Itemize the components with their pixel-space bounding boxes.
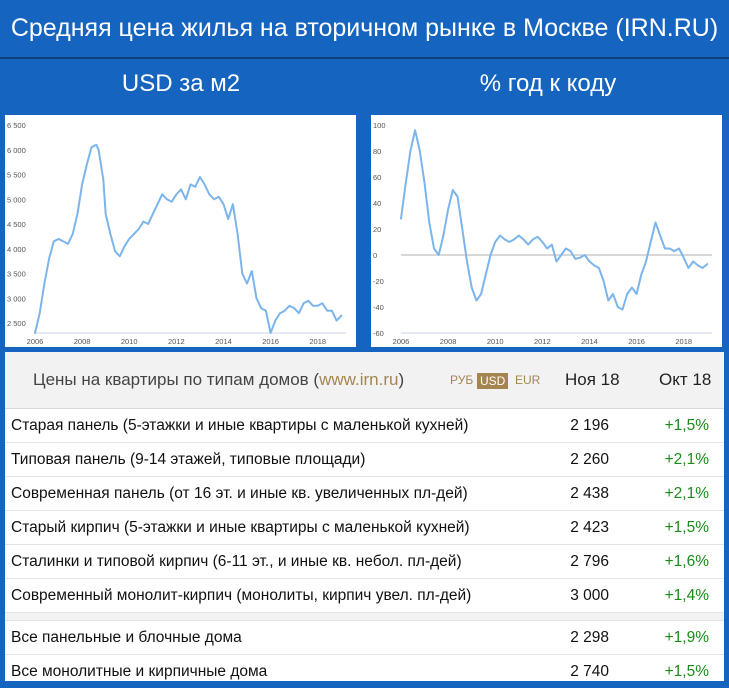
row-change: +1,5%: [664, 417, 709, 434]
x-tick-label: 2012: [168, 337, 185, 346]
yoy-chart-panel: -60 -40 -20 0 20 40 60 80 100 2006 2008 2010 2012 201…: [371, 115, 722, 347]
y-tick-label: 40: [373, 199, 381, 208]
y-tick-label: 5 500: [7, 171, 26, 180]
site-link[interactable]: www.irn.ru: [319, 370, 399, 389]
row-name: Типовая панель (9-14 этажей, типовые пло…: [11, 451, 366, 468]
row-value: 2 298: [570, 629, 609, 646]
row-value: 2 796: [570, 553, 609, 570]
row-name: Все панельные и блочные дома: [11, 629, 242, 646]
series-line: [400, 129, 709, 311]
x-tick-label: 2006: [27, 337, 44, 346]
row-change: +1,9%: [664, 629, 709, 646]
row-name: Современный монолит-кирпич (монолиты, ки…: [11, 587, 472, 604]
y-tick-label: 100: [373, 121, 386, 130]
row-value: 2 196: [570, 417, 609, 434]
row-name: Сталинки и типовой кирпич (6-11 эт., и и…: [11, 553, 462, 570]
table-title-suffix: ): [398, 370, 405, 389]
row-change: +1,4%: [664, 587, 709, 604]
table-title: Цены на квартиры по типам домов (www.irn…: [33, 352, 404, 408]
table-row: Современная панель (от 16 эт. и иные кв.…: [5, 477, 724, 511]
yoy-chart: -60 -40 -20 0 20 40 60 80 100 2006 2008 2010 2012 201…: [373, 121, 712, 346]
row-name: Все монолитные и кирпичные дома: [11, 663, 268, 680]
table-row: Все панельные и блочные дома 2 298 +1,9%: [5, 621, 724, 655]
table-row: Все монолитные и кирпичные дома 2 740 +1…: [5, 655, 724, 688]
x-tick-label: 2010: [487, 337, 504, 346]
page-title: Средняя цена жилья на вторичном рынке в …: [0, 0, 729, 57]
row-value: 2 438: [570, 485, 609, 502]
currency-usd-toggle[interactable]: USD: [477, 373, 509, 389]
x-tick-label: 2016: [262, 337, 279, 346]
x-tick-label: 2008: [440, 337, 457, 346]
table-header: Цены на квартиры по типам домов (www.irn…: [5, 352, 724, 409]
table-row: Современный монолит-кирпич (монолиты, ки…: [5, 579, 724, 613]
row-value: 2 260: [570, 451, 609, 468]
title-divider: [0, 57, 729, 59]
y-tick-label: -60: [373, 329, 384, 338]
y-tick-label: 2 500: [7, 319, 26, 328]
y-tick-label: -20: [373, 277, 384, 286]
row-name: Старый кирпич (5-этажки и иные квартиры …: [11, 519, 470, 536]
y-tick-label: 4 500: [7, 220, 26, 229]
y-tick-label: 5 000: [7, 195, 26, 204]
y-tick-label: 80: [373, 147, 381, 156]
table-title-prefix: Цены на квартиры по типам домов (: [33, 370, 320, 389]
y-tick-label: 60: [373, 173, 381, 182]
y-tick-label: 6 000: [7, 146, 26, 155]
y-tick-label: 20: [373, 225, 381, 234]
y-tick-label: 3 500: [7, 270, 26, 279]
row-value: 3 000: [570, 587, 609, 604]
right-chart-subtitle: % год к коду: [479, 70, 617, 97]
x-tick-label: 2016: [628, 337, 645, 346]
left-chart-subtitle: USD за м2: [121, 70, 241, 97]
currency-eur-toggle[interactable]: EUR: [515, 373, 541, 387]
row-change: +1,6%: [664, 553, 709, 570]
x-tick-label: 2008: [74, 337, 91, 346]
y-tick-label: 4 000: [7, 245, 26, 254]
row-value: 2 423: [570, 519, 609, 536]
row-value: 2 740: [570, 663, 609, 680]
x-tick-label: 2010: [121, 337, 138, 346]
table-row: Типовая панель (9-14 этажей, типовые пло…: [5, 443, 724, 477]
column-current-month: Ноя 18: [565, 370, 620, 389]
x-tick-label: 2006: [393, 337, 410, 346]
x-tick-label: 2018: [675, 337, 692, 346]
price-chart: 2 500 3 000 3 500 4 000 4 500 5 000 5 500 6 000…: [7, 121, 346, 346]
x-tick-label: 2018: [309, 337, 326, 346]
table-group-separator: [5, 613, 724, 621]
table-row: Сталинки и типовой кирпич (6-11 эт., и и…: [5, 545, 724, 579]
x-tick-label: 2012: [534, 337, 551, 346]
y-tick-label: 3 000: [7, 294, 26, 303]
row-name: Старая панель (5-этажки и иные квартиры …: [11, 417, 469, 434]
row-change: +2,1%: [664, 485, 709, 502]
price-table: Цены на квартиры по типам домов (www.irn…: [5, 352, 724, 681]
x-tick-label: 2014: [215, 337, 232, 346]
column-previous-month: Окт 18: [659, 370, 712, 389]
currency-rub-toggle[interactable]: РУБ: [450, 373, 474, 387]
y-tick-label: 6 500: [7, 121, 26, 130]
series-line: [34, 143, 343, 334]
row-name: Современная панель (от 16 эт. и иные кв.…: [11, 485, 468, 502]
y-tick-label: 0: [373, 251, 377, 260]
x-tick-label: 2014: [581, 337, 598, 346]
y-tick-label: -40: [373, 303, 384, 312]
table-row: Старый кирпич (5-этажки и иные квартиры …: [5, 511, 724, 545]
price-chart-panel: 2 500 3 000 3 500 4 000 4 500 5 000 5 500 6 000…: [5, 115, 356, 347]
table-row: Старая панель (5-этажки и иные квартиры …: [5, 409, 724, 443]
row-change: +2,1%: [664, 451, 709, 468]
row-change: +1,5%: [664, 663, 709, 680]
row-change: +1,5%: [664, 519, 709, 536]
